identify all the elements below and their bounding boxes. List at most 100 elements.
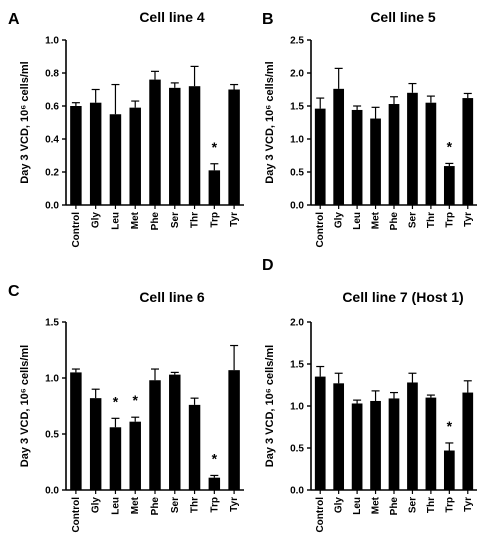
panel-title: Cell line 5 bbox=[370, 9, 436, 25]
significance-star: * bbox=[447, 138, 453, 154]
category-label: Thr bbox=[190, 497, 201, 513]
category-label: Phe bbox=[150, 212, 161, 231]
category-label: Ser bbox=[407, 212, 418, 228]
category-label: Ser bbox=[407, 497, 418, 513]
y-tick-label: 1.0 bbox=[45, 374, 59, 385]
category-label: Gly bbox=[91, 497, 102, 514]
panel-a: A Cell line 4 Day 3 VCD, 10⁶ cells/ml 0.0 0.… bbox=[8, 9, 244, 248]
bar bbox=[388, 398, 400, 490]
bar bbox=[425, 102, 437, 205]
bar bbox=[89, 102, 102, 205]
y-tick-label: 1.5 bbox=[45, 318, 59, 329]
y-tick-label: 0.5 bbox=[290, 168, 304, 179]
y-tick-label: 2.0 bbox=[290, 318, 304, 329]
category-label: Leu bbox=[110, 212, 121, 230]
bar bbox=[228, 89, 240, 205]
significance-star: * bbox=[132, 392, 138, 408]
bar bbox=[370, 400, 381, 490]
significance-star: * bbox=[212, 450, 218, 466]
y-tick-label: 0.4 bbox=[45, 135, 59, 146]
bar bbox=[89, 398, 102, 490]
bar bbox=[333, 88, 345, 205]
bar bbox=[351, 109, 363, 205]
y-tick-label: 1.5 bbox=[290, 360, 304, 371]
category-label: Met bbox=[371, 211, 382, 229]
category-label: Trp bbox=[444, 212, 455, 228]
panel-letter: D bbox=[262, 257, 274, 274]
category-label: Leu bbox=[110, 497, 121, 515]
bar bbox=[314, 376, 326, 490]
category-label: Control bbox=[71, 212, 82, 248]
category-label: Met bbox=[371, 496, 382, 514]
bar bbox=[407, 92, 418, 205]
bar bbox=[149, 380, 161, 490]
category-label: Gly bbox=[91, 212, 102, 229]
panel-letter: A bbox=[8, 11, 20, 28]
bar bbox=[370, 118, 381, 205]
y-tick-label: 0.8 bbox=[45, 69, 59, 80]
category-label: Gly bbox=[334, 212, 345, 229]
bar bbox=[188, 404, 201, 490]
category-label: Trp bbox=[209, 212, 220, 228]
category-label: Tyr bbox=[463, 212, 474, 227]
category-label: Trp bbox=[444, 497, 455, 513]
bar bbox=[169, 374, 181, 490]
significance-star: * bbox=[113, 393, 119, 409]
y-tick-label: 1.0 bbox=[290, 135, 304, 146]
bar bbox=[109, 114, 122, 205]
bar bbox=[70, 372, 82, 490]
y-axis-label: Day 3 VCD, 10⁶ cells/ml bbox=[264, 61, 276, 183]
category-label: Met bbox=[130, 496, 141, 514]
category-label: Phe bbox=[389, 212, 400, 231]
bar bbox=[169, 87, 181, 205]
significance-star: * bbox=[447, 418, 453, 434]
bar bbox=[443, 166, 455, 205]
bar bbox=[407, 382, 418, 490]
panel-title: Cell line 4 bbox=[139, 9, 205, 25]
category-label: Control bbox=[71, 497, 82, 533]
bar bbox=[333, 383, 345, 490]
y-tick-label: 0.6 bbox=[45, 102, 59, 113]
category-label: Phe bbox=[389, 497, 400, 516]
category-label: Leu bbox=[352, 497, 363, 515]
category-label: Trp bbox=[209, 497, 220, 513]
y-tick-label: 0.5 bbox=[45, 430, 59, 441]
y-tick-label: 0.0 bbox=[290, 201, 304, 212]
significance-star: * bbox=[212, 139, 218, 155]
category-label: Control bbox=[315, 497, 326, 533]
panel-title: Cell line 7 (Host 1) bbox=[342, 289, 463, 305]
category-label: Tyr bbox=[229, 212, 240, 227]
panel-letter: B bbox=[262, 11, 274, 28]
bar bbox=[109, 427, 122, 490]
category-label: Thr bbox=[190, 212, 201, 228]
category-label: Ser bbox=[170, 212, 181, 228]
bar bbox=[462, 98, 474, 205]
bar bbox=[462, 392, 474, 490]
category-label: Ser bbox=[170, 497, 181, 513]
panel-title: Cell line 6 bbox=[139, 289, 205, 305]
y-tick-label: 1.0 bbox=[45, 36, 59, 47]
y-tick-label: 0.5 bbox=[290, 444, 304, 455]
y-tick-label: 1.0 bbox=[290, 402, 304, 413]
bar bbox=[208, 477, 221, 490]
y-tick-label: 0.0 bbox=[45, 486, 59, 497]
bar bbox=[188, 86, 201, 205]
panel-letter: C bbox=[8, 283, 20, 300]
category-label: Tyr bbox=[229, 497, 240, 512]
bar bbox=[70, 106, 82, 205]
bar bbox=[208, 170, 221, 205]
y-tick-label: 0.0 bbox=[45, 201, 59, 212]
bar bbox=[443, 450, 455, 490]
bar bbox=[388, 104, 400, 205]
category-label: Thr bbox=[426, 497, 437, 513]
bar bbox=[425, 397, 437, 490]
category-label: Thr bbox=[426, 212, 437, 228]
category-label: Tyr bbox=[463, 497, 474, 512]
y-tick-label: 2.0 bbox=[290, 69, 304, 80]
bar bbox=[129, 107, 141, 205]
bar bbox=[129, 421, 141, 490]
panel-d: D Cell line 7 (Host 1) Day 3 VCD, 10⁶ cell… bbox=[262, 257, 477, 533]
y-axis-label: Day 3 VCD, 10⁶ cells/ml bbox=[19, 345, 31, 467]
y-axis-label: Day 3 VCD, 10⁶ cells/ml bbox=[19, 61, 31, 183]
